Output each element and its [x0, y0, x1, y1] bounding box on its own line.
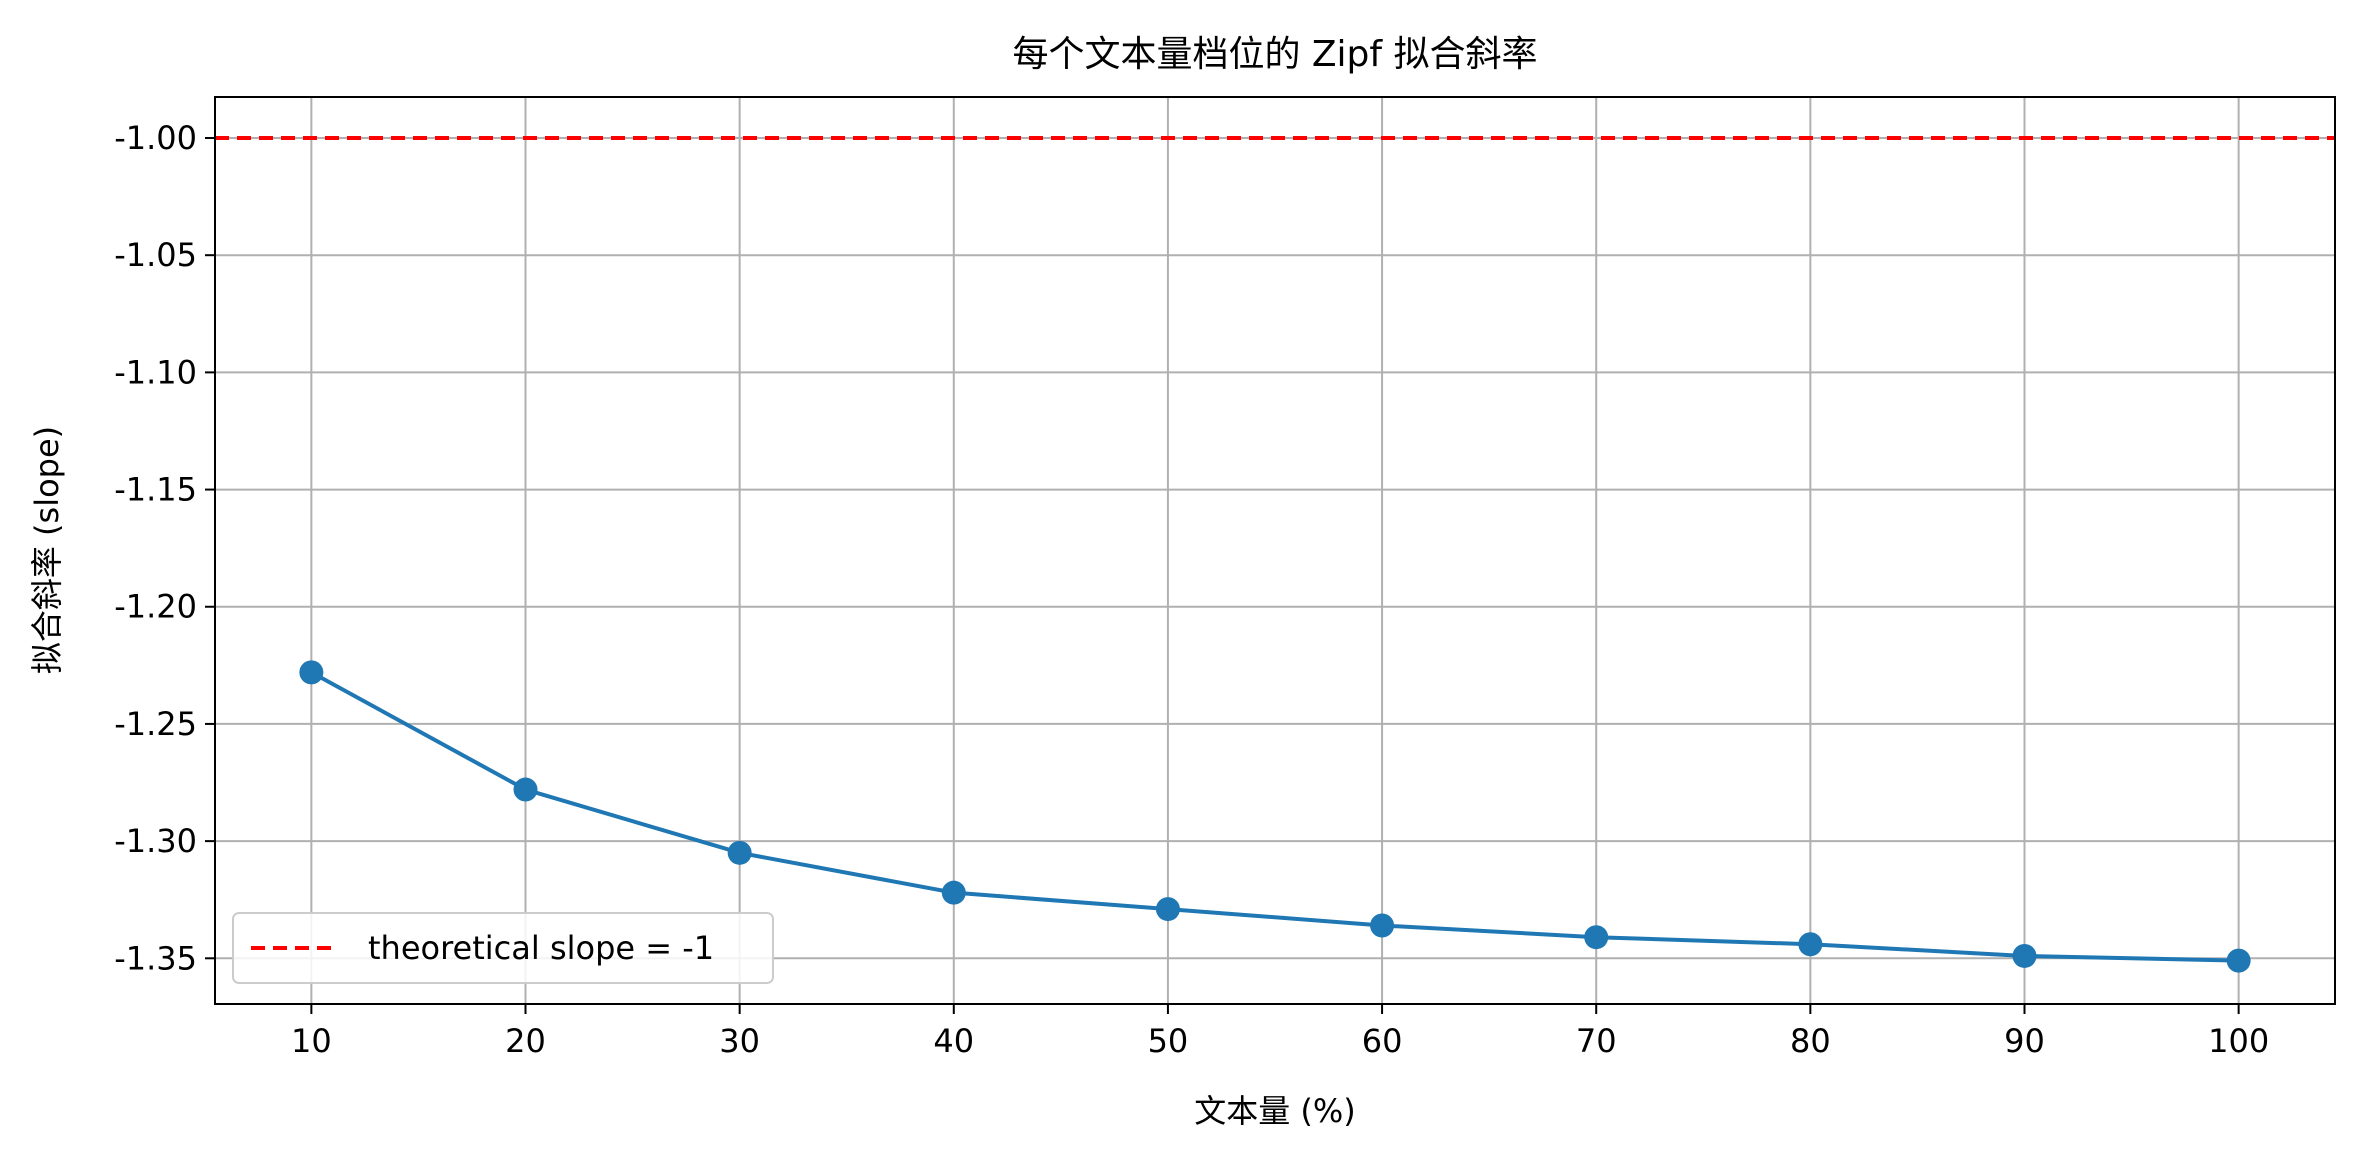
data-point	[1798, 932, 1823, 957]
x-tick-label: 50	[1148, 1022, 1189, 1060]
legend: theoretical slope = -1	[232, 912, 774, 984]
legend-box	[232, 912, 774, 984]
data-point	[2012, 943, 2037, 968]
x-tick-label: 60	[1362, 1022, 1403, 1060]
chart-title: 每个文本量档位的 Zipf 拟合斜率	[1012, 34, 1537, 75]
y-tick-label: -1.30	[114, 822, 197, 860]
plot-frame	[214, 96, 2336, 1005]
x-tick-label: 70	[1576, 1022, 1617, 1060]
x-tick-label: 100	[2208, 1022, 2269, 1060]
x-tick-label: 40	[933, 1022, 974, 1060]
x-tick-label: 80	[1790, 1022, 1831, 1060]
axis-ticks: 10 20 30 40 50 60 70 80 90 100 -1.00 -1.05 -1.10 -1.1…	[114, 119, 2269, 1060]
x-tick-label: 30	[719, 1022, 760, 1060]
data-point	[299, 660, 324, 685]
y-tick-label: -1.20	[114, 588, 197, 626]
y-tick-label: -1.10	[114, 353, 197, 391]
y-tick-label: -1.15	[114, 471, 197, 509]
x-tick-label: 20	[505, 1022, 546, 1060]
series-group	[299, 660, 2251, 973]
legend-label-reference: theoretical slope = -1	[368, 929, 714, 967]
data-point	[1370, 913, 1395, 938]
data-point	[513, 777, 538, 802]
series-line	[310, 670, 2239, 963]
data-point	[941, 880, 966, 905]
y-tick-label: -1.35	[114, 939, 197, 977]
data-point	[727, 840, 752, 865]
y-tick-label: -1.05	[114, 236, 197, 274]
x-tick-label: 90	[2004, 1022, 2045, 1060]
x-axis-label: 文本量 (%)	[1194, 1092, 1356, 1130]
data-point	[2226, 948, 2251, 973]
data-point	[1155, 897, 1180, 922]
y-axis-label: 拟合斜率 (slope)	[28, 426, 66, 674]
data-point	[1584, 925, 1609, 950]
y-tick-label: -1.00	[114, 119, 197, 157]
y-tick-label: -1.25	[114, 705, 197, 743]
x-tick-label: 10	[291, 1022, 332, 1060]
